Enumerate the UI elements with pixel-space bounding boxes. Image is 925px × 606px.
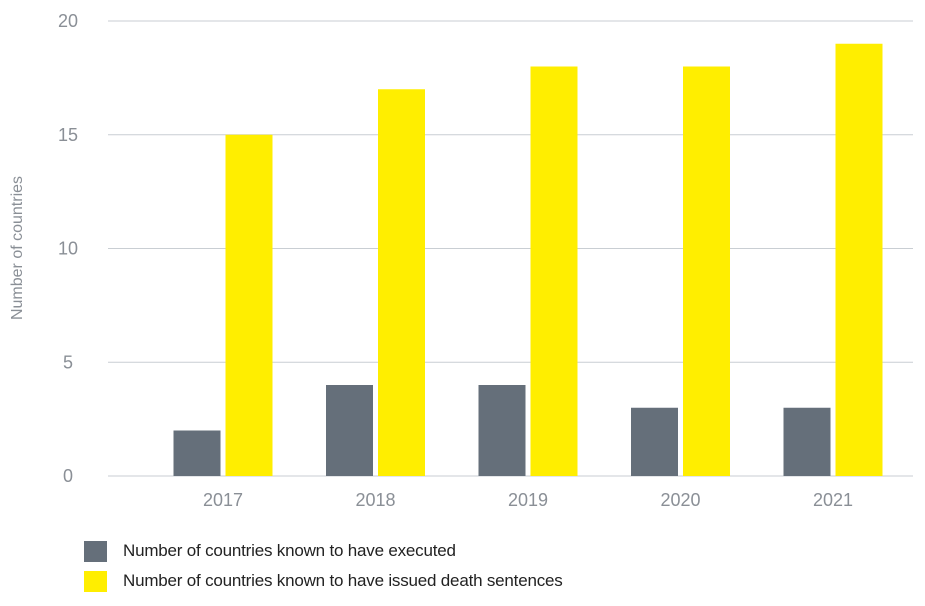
bar-executed-2020 xyxy=(631,407,678,476)
bar-death-sentences-2019 xyxy=(530,66,578,476)
bar-chart: 2017 2018 2019 2020 2021 0 5 10 15 20 Number of … xyxy=(9,11,913,510)
legend-item-death-sentences: Number of countries known to have issued… xyxy=(84,570,563,592)
bars xyxy=(173,43,883,476)
legend: Number of countries known to have execut… xyxy=(84,540,563,600)
y-axis-tick-labels: 0 5 10 15 20 xyxy=(58,11,78,486)
x-tick-label: 2019 xyxy=(508,490,548,510)
x-axis-tick-labels: 2017 2018 2019 2020 2021 xyxy=(203,490,853,510)
bar-executed-2018 xyxy=(326,385,373,476)
legend-swatch-death-sentences xyxy=(84,570,107,592)
bar-executed-2021 xyxy=(783,407,831,476)
y-axis-label: Number of countries xyxy=(9,176,26,320)
y-tick-label: 15 xyxy=(58,125,78,145)
bar-death-sentences-2018 xyxy=(378,89,425,476)
legend-label-death-sentences: Number of countries known to have issued… xyxy=(123,571,563,590)
x-tick-label: 2021 xyxy=(813,490,853,510)
bar-death-sentences-2017 xyxy=(225,134,273,476)
y-tick-label: 10 xyxy=(58,239,78,259)
x-tick-label: 2018 xyxy=(355,490,395,510)
x-tick-label: 2017 xyxy=(203,490,243,510)
y-tick-label: 5 xyxy=(63,352,73,372)
x-tick-label: 2020 xyxy=(660,490,700,510)
y-tick-label: 20 xyxy=(58,11,78,31)
chart-area: 2017 2018 2019 2020 2021 0 5 10 15 20 Number of … xyxy=(9,11,913,510)
legend-swatch-executed xyxy=(84,540,107,562)
legend-label-executed: Number of countries known to have execut… xyxy=(123,541,456,560)
bar-executed-2019 xyxy=(478,385,526,476)
bar-death-sentences-2021 xyxy=(835,43,883,476)
bar-death-sentences-2020 xyxy=(683,66,730,476)
bar-executed-2017 xyxy=(173,430,221,476)
legend-item-executed: Number of countries known to have execut… xyxy=(84,540,563,562)
y-tick-label: 0 xyxy=(63,466,73,486)
